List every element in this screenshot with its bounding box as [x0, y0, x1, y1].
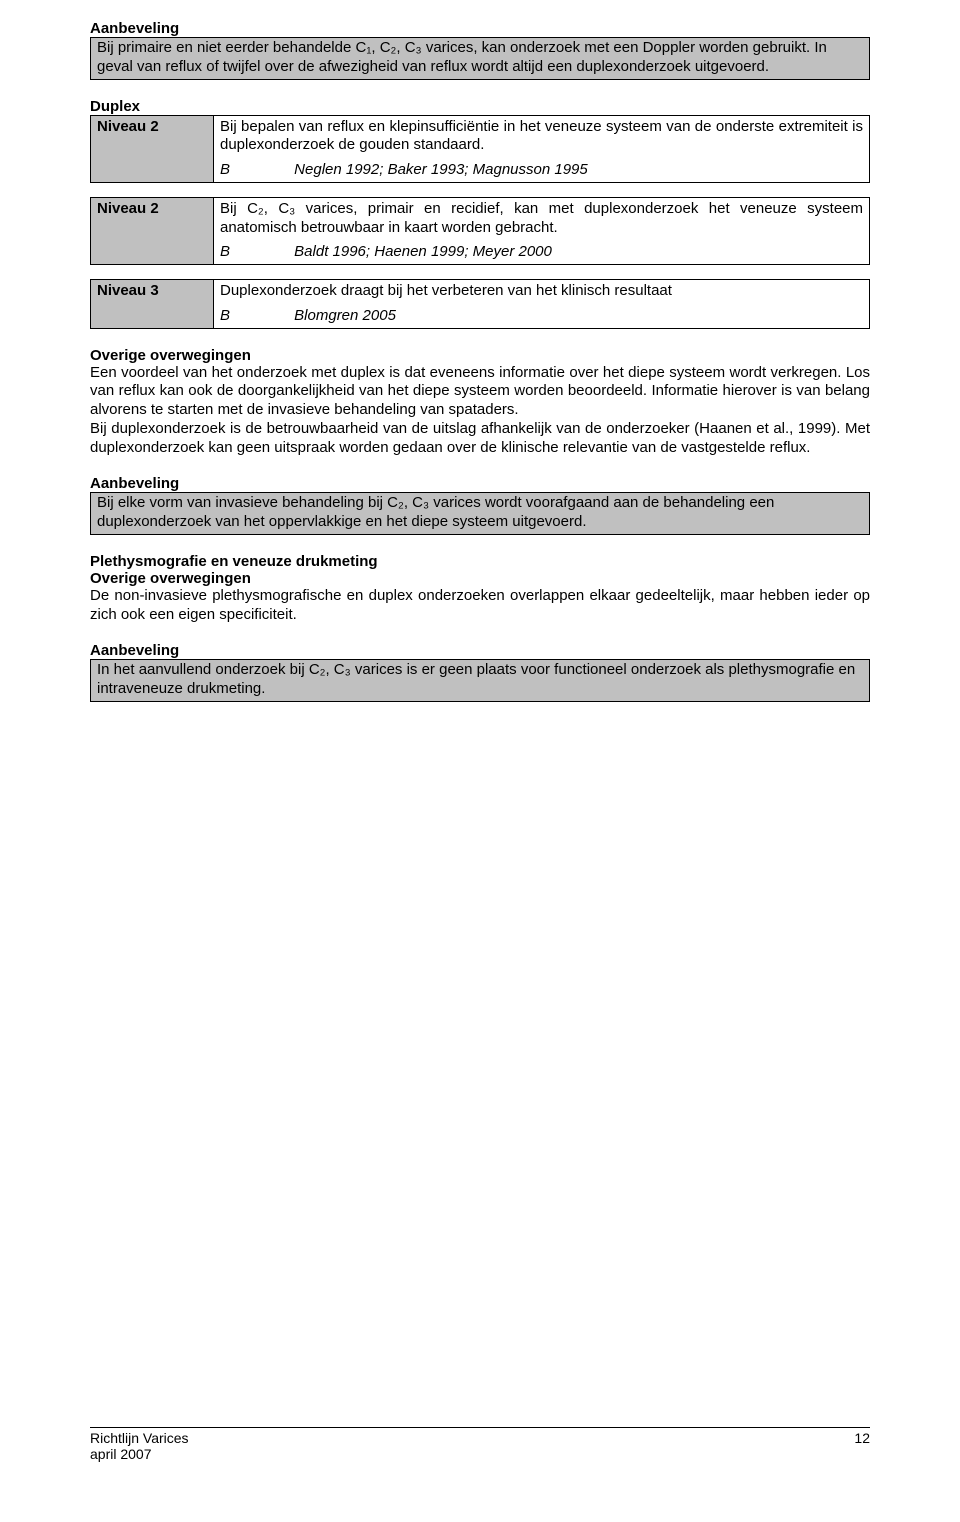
level-cell: Niveau 3	[91, 280, 214, 329]
overige-heading-1: Overige overwegingen	[90, 347, 870, 364]
evidence-grade: B	[220, 161, 290, 180]
evidence-refs: Baldt 1996; Haenen 1999; Meyer 2000	[294, 243, 552, 260]
pleth-paragraph: De non-invasieve plethysmografische en d…	[90, 587, 870, 625]
footer-title: Richtlijn Varices	[90, 1430, 189, 1446]
overige-paragraph-1: Een voordeel van het onderzoek met duple…	[90, 364, 870, 420]
level-cell: Niveau 2	[91, 115, 214, 182]
recommendation-box-3: In het aanvullend onderzoek bij C₂, C₃ v…	[90, 659, 870, 702]
footer-page-number: 12	[854, 1430, 870, 1462]
footer-divider	[90, 1427, 870, 1428]
overige-heading-2: Overige overwegingen	[90, 570, 870, 587]
evidence-table-1: Niveau 2 Bij bepalen van reflux en klepi…	[90, 115, 870, 183]
evidence-refs: Blomgren 2005	[294, 307, 396, 324]
evidence-text: Bij bepalen van reflux en klepinsufficië…	[214, 115, 870, 157]
evidence-text: Bij C₂, C₃ varices, primair en recidief,…	[214, 197, 870, 239]
aanbeveling-heading-2: Aanbeveling	[90, 475, 870, 492]
evidence-grade: B	[220, 307, 290, 326]
level-cell: Niveau 2	[91, 197, 214, 264]
aanbeveling-heading-3: Aanbeveling	[90, 642, 870, 659]
recommendation-box-2: Bij elke vorm van invasieve behandeling …	[90, 492, 870, 535]
recommendation-box-1: Bij primaire en niet eerder behandelde C…	[90, 37, 870, 80]
evidence-text: Duplexonderzoek draagt bij het verbetere…	[214, 280, 870, 303]
evidence-table-3: Niveau 3 Duplexonderzoek draagt bij het …	[90, 279, 870, 329]
overige-paragraph-2: Bij duplexonderzoek is de betrouwbaarhei…	[90, 420, 870, 458]
evidence-refs: Neglen 1992; Baker 1993; Magnusson 1995	[294, 161, 588, 178]
evidence-table-2: Niveau 2 Bij C₂, C₃ varices, primair en …	[90, 197, 870, 265]
duplex-heading: Duplex	[90, 98, 870, 115]
page-footer: Richtlijn Varices april 2007 12	[90, 1427, 870, 1462]
evidence-grade: B	[220, 243, 290, 262]
page: Aanbeveling Bij primaire en niet eerder …	[0, 0, 960, 1522]
footer-date: april 2007	[90, 1446, 189, 1462]
aanbeveling-heading-1: Aanbeveling	[90, 20, 870, 37]
pleth-heading: Plethysmografie en veneuze drukmeting	[90, 553, 870, 570]
